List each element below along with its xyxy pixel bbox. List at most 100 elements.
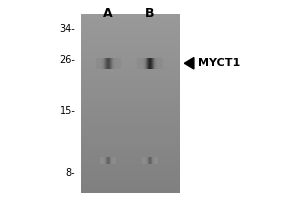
Bar <box>81 159 180 161</box>
Bar <box>81 47 180 49</box>
Text: A: A <box>103 7 113 20</box>
Bar <box>81 22 180 24</box>
Bar <box>81 19 180 21</box>
Bar <box>81 138 180 140</box>
Bar <box>81 151 180 153</box>
Bar <box>81 114 180 116</box>
Bar <box>81 178 180 180</box>
Bar <box>81 37 180 38</box>
Bar <box>81 74 180 76</box>
Text: B: B <box>145 7 155 20</box>
Bar <box>81 56 180 58</box>
Bar <box>81 20 180 22</box>
Bar <box>81 29 180 31</box>
Bar <box>81 28 180 29</box>
Bar <box>81 96 180 98</box>
Bar <box>81 115 180 117</box>
Polygon shape <box>184 58 194 69</box>
Bar <box>81 34 180 35</box>
Bar <box>81 108 180 110</box>
Bar <box>81 50 180 52</box>
Bar <box>81 153 180 155</box>
Bar <box>81 184 180 186</box>
Bar <box>81 157 180 159</box>
Bar <box>81 60 180 62</box>
Bar <box>81 86 180 88</box>
Bar <box>81 129 180 131</box>
Bar <box>81 53 180 55</box>
Bar <box>81 87 180 89</box>
Bar <box>81 72 180 74</box>
Bar <box>81 14 180 16</box>
Bar <box>81 17 180 19</box>
Bar <box>81 51 180 53</box>
Bar <box>81 68 180 70</box>
Bar <box>81 191 180 193</box>
Bar <box>81 78 180 80</box>
Bar <box>81 168 180 170</box>
Bar <box>81 26 180 28</box>
Bar <box>81 95 180 97</box>
Bar <box>81 35 180 37</box>
Bar <box>81 181 180 183</box>
Bar <box>81 142 180 144</box>
Bar <box>81 31 180 32</box>
Bar <box>81 90 180 92</box>
Bar <box>81 16 180 18</box>
Bar <box>81 188 180 190</box>
Bar <box>81 141 180 143</box>
Bar <box>81 101 180 102</box>
Bar <box>81 59 180 61</box>
Bar <box>81 177 180 178</box>
Bar <box>81 83 180 85</box>
Bar <box>81 44 180 46</box>
Bar <box>81 54 180 56</box>
Bar <box>81 163 180 165</box>
Bar <box>81 118 180 120</box>
Bar <box>81 25 180 27</box>
Bar <box>81 144 180 146</box>
Bar <box>81 166 180 168</box>
Bar <box>81 124 180 126</box>
Bar <box>81 104 180 105</box>
Bar <box>81 169 180 171</box>
Text: 8-: 8- <box>66 168 75 178</box>
Bar <box>81 148 180 150</box>
Bar <box>81 23 180 25</box>
Bar <box>81 156 180 158</box>
Bar <box>81 147 180 149</box>
Bar <box>81 165 180 167</box>
Bar <box>81 130 180 132</box>
Text: 34-: 34- <box>60 24 75 34</box>
Bar <box>81 187 180 189</box>
Bar <box>81 126 180 128</box>
Bar <box>81 160 180 162</box>
Bar <box>81 132 180 134</box>
Text: 15-: 15- <box>59 106 75 116</box>
Bar <box>81 120 180 122</box>
Bar <box>81 38 180 40</box>
Bar <box>81 174 180 175</box>
Bar <box>81 77 180 79</box>
Bar <box>81 62 180 64</box>
Bar <box>81 57 180 59</box>
Bar <box>81 123 180 125</box>
Bar <box>81 40 180 41</box>
Bar <box>81 41 180 43</box>
Bar <box>81 43 180 44</box>
Bar <box>81 98 180 100</box>
Bar <box>81 32 180 34</box>
Bar <box>81 150 180 152</box>
Bar <box>81 84 180 86</box>
Bar <box>81 180 180 181</box>
Bar <box>81 99 180 101</box>
Bar <box>81 172 180 174</box>
Bar <box>81 66 180 68</box>
Bar <box>81 171 180 172</box>
Bar <box>81 186 180 187</box>
Bar <box>81 69 180 71</box>
Bar <box>81 105 180 107</box>
Bar <box>81 110 180 111</box>
Bar <box>81 117 180 119</box>
Bar <box>81 113 180 114</box>
